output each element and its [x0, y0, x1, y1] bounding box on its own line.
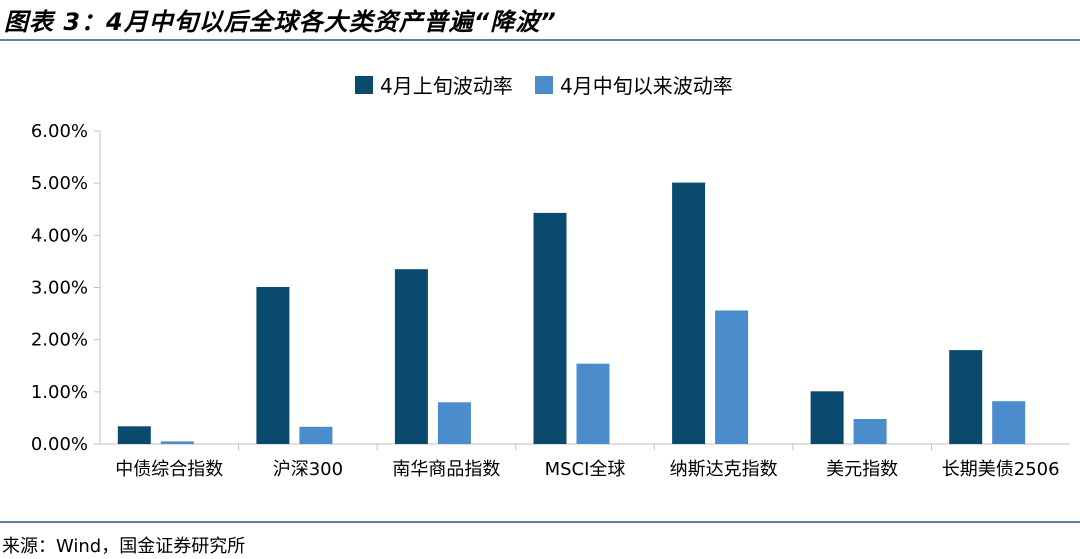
x-category-label: 美元指数: [826, 459, 898, 480]
bar-series2-4: [576, 363, 610, 444]
x-category-label: 中债综合指数: [115, 459, 223, 480]
source-note: 来源：Wind，国金证券研究所: [2, 536, 246, 557]
bar-series2-3: [437, 402, 471, 444]
y-tick-label: 2.00%: [31, 330, 88, 351]
bar-series2-5: [715, 310, 749, 444]
x-category-label: MSCI全球: [545, 459, 626, 480]
figure-title: 图表 3：4月中旬以后全球各大类资产普遍“降波”: [4, 8, 557, 36]
y-tick-label: 3.00%: [31, 278, 88, 299]
y-tick-label: 0.00%: [31, 434, 88, 455]
bar-series1-6: [810, 391, 844, 444]
bar-series1-3: [394, 269, 428, 444]
y-tick-label: 1.00%: [31, 382, 88, 403]
top-rule: [0, 39, 1080, 41]
bar-chart: 4月上旬波动率 4月中旬以来波动率 0.00% 1.00% 2.00% 3.00% 4.…: [31, 74, 1070, 480]
bottom-rule: [0, 521, 1080, 523]
bar-series2-7: [992, 401, 1026, 444]
bar-series2-6: [853, 419, 887, 444]
bar-series1-7: [949, 350, 983, 444]
bar-series2-1: [160, 441, 194, 444]
x-category-label: 长期美债2506: [942, 459, 1060, 480]
legend-swatch-series2: [535, 76, 553, 94]
legend-label-series2: 4月中旬以来波动率: [560, 74, 733, 98]
y-tick-label: 4.00%: [31, 225, 88, 246]
legend-swatch-series1: [355, 76, 373, 94]
legend-label-series1: 4月上旬波动率: [380, 74, 513, 98]
x-category-label: 纳斯达克指数: [670, 459, 778, 480]
x-category-label: 南华商品指数: [392, 459, 500, 480]
bar-series1-1: [117, 426, 151, 444]
legend: 4月上旬波动率 4月中旬以来波动率: [355, 74, 733, 98]
bar-series1-4: [533, 212, 567, 444]
y-tick-label: 6.00%: [31, 121, 88, 142]
bar-series2-2: [299, 426, 333, 444]
x-category-label: 沪深300: [273, 459, 343, 480]
bar-series1-5: [672, 182, 706, 444]
y-tick-label: 5.00%: [31, 173, 88, 194]
bar-series1-2: [256, 287, 290, 444]
